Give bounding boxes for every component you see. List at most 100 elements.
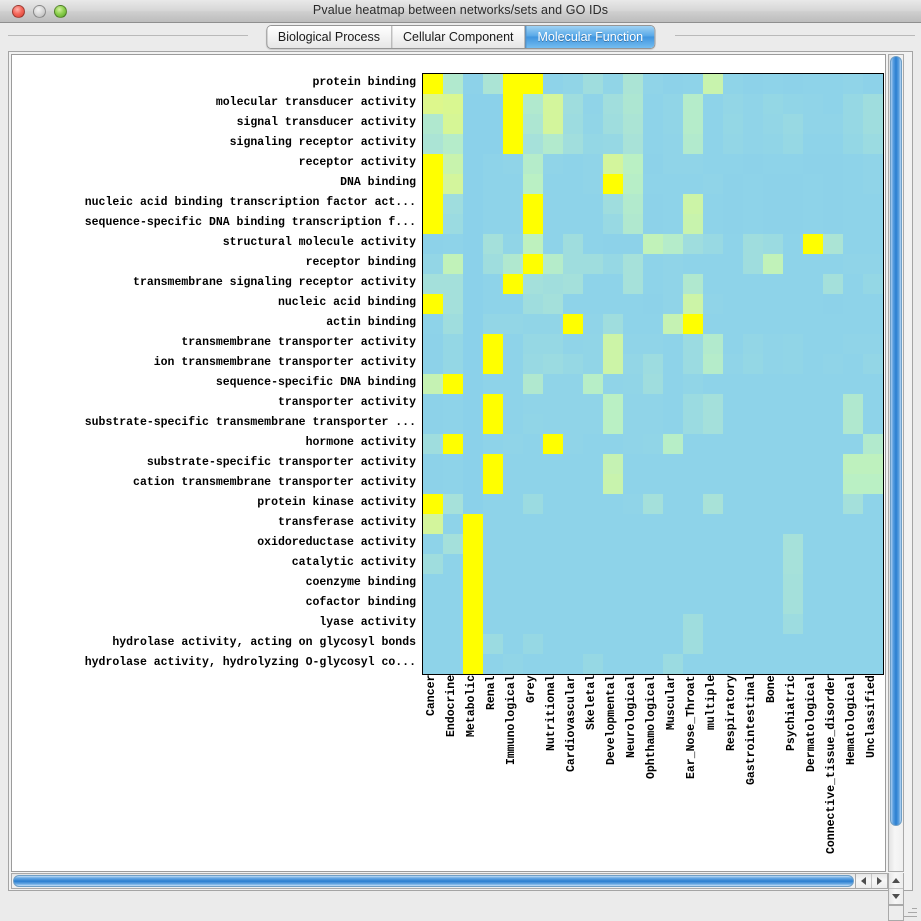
heatmap-cell[interactable] (423, 554, 443, 574)
heatmap-cell[interactable] (483, 394, 503, 414)
heatmap-cell[interactable] (423, 614, 443, 634)
heatmap-cell[interactable] (823, 594, 843, 614)
heatmap-cell[interactable] (643, 294, 663, 314)
heatmap-cell[interactable] (783, 534, 803, 554)
heatmap-cell[interactable] (703, 314, 723, 334)
heatmap-cell[interactable] (463, 574, 483, 594)
heatmap-cell[interactable] (703, 274, 723, 294)
heatmap-cell[interactable] (643, 654, 663, 674)
heatmap-cell[interactable] (563, 234, 583, 254)
heatmap-cell[interactable] (843, 274, 863, 294)
heatmap-cell[interactable] (443, 574, 463, 594)
heatmap-cell[interactable] (663, 574, 683, 594)
heatmap-cell[interactable] (683, 414, 703, 434)
heatmap-cell[interactable] (443, 174, 463, 194)
heatmap-cell[interactable] (703, 654, 723, 674)
heatmap-cell[interactable] (463, 74, 483, 94)
heatmap-cell[interactable] (843, 134, 863, 154)
window-resize-grip[interactable] (903, 903, 917, 917)
heatmap-cell[interactable] (423, 314, 443, 334)
heatmap-cell[interactable] (803, 474, 823, 494)
heatmap-cell[interactable] (723, 314, 743, 334)
heatmap-cell[interactable] (823, 394, 843, 414)
heatmap-cell[interactable] (803, 74, 823, 94)
heatmap-cell[interactable] (483, 574, 503, 594)
heatmap-cell[interactable] (523, 594, 543, 614)
heatmap-cell[interactable] (683, 214, 703, 234)
heatmap-cell[interactable] (523, 194, 543, 214)
heatmap-cell[interactable] (603, 354, 623, 374)
heatmap-cell[interactable] (743, 434, 763, 454)
heatmap-cell[interactable] (843, 114, 863, 134)
heatmap-cell[interactable] (683, 534, 703, 554)
heatmap-cell[interactable] (543, 374, 563, 394)
heatmap-cell[interactable] (863, 114, 883, 134)
heatmap-cell[interactable] (603, 214, 623, 234)
heatmap-cell[interactable] (823, 94, 843, 114)
heatmap-cell[interactable] (603, 514, 623, 534)
heatmap-cell[interactable] (863, 434, 883, 454)
heatmap-cell[interactable] (643, 574, 663, 594)
heatmap-cell[interactable] (743, 634, 763, 654)
heatmap-cell[interactable] (523, 614, 543, 634)
heatmap-cell[interactable] (603, 314, 623, 334)
heatmap-cell[interactable] (763, 574, 783, 594)
heatmap-cell[interactable] (803, 134, 823, 154)
scroll-left-icon[interactable] (856, 874, 871, 888)
heatmap-cell[interactable] (863, 234, 883, 254)
heatmap-cell[interactable] (603, 594, 623, 614)
heatmap-cell[interactable] (623, 614, 643, 634)
horizontal-scrollbar[interactable] (11, 873, 856, 889)
heatmap-cell[interactable] (663, 94, 683, 114)
heatmap-cell[interactable] (823, 194, 843, 214)
heatmap-cell[interactable] (663, 254, 683, 274)
heatmap-cell[interactable] (803, 94, 823, 114)
heatmap-cell[interactable] (463, 634, 483, 654)
heatmap-cell[interactable] (843, 254, 863, 274)
heatmap-cell[interactable] (483, 294, 503, 314)
heatmap-cell[interactable] (663, 454, 683, 474)
heatmap-cell[interactable] (783, 194, 803, 214)
heatmap-cell[interactable] (763, 314, 783, 334)
scroll-right-icon[interactable] (871, 874, 887, 888)
heatmap-cell[interactable] (643, 554, 663, 574)
heatmap-cell[interactable] (483, 234, 503, 254)
heatmap-cell[interactable] (503, 174, 523, 194)
heatmap-cell[interactable] (683, 294, 703, 314)
scroll-down-icon[interactable] (889, 888, 903, 904)
heatmap-cell[interactable] (623, 454, 643, 474)
heatmap-cell[interactable] (863, 414, 883, 434)
heatmap-cell[interactable] (423, 334, 443, 354)
heatmap-cell[interactable] (543, 554, 563, 574)
heatmap-cell[interactable] (583, 234, 603, 254)
heatmap-cell[interactable] (743, 594, 763, 614)
heatmap-cell[interactable] (683, 174, 703, 194)
heatmap-cell[interactable] (763, 534, 783, 554)
heatmap-cell[interactable] (543, 454, 563, 474)
heatmap-cell[interactable] (603, 294, 623, 314)
heatmap-cell[interactable] (843, 194, 863, 214)
horizontal-scrollbar-thumb[interactable] (13, 875, 854, 887)
heatmap-cell[interactable] (763, 94, 783, 114)
heatmap-cell[interactable] (783, 354, 803, 374)
heatmap-cell[interactable] (643, 434, 663, 454)
heatmap-cell[interactable] (823, 294, 843, 314)
heatmap-cell[interactable] (623, 374, 643, 394)
heatmap-cell[interactable] (623, 134, 643, 154)
heatmap-cell[interactable] (443, 154, 463, 174)
heatmap-cell[interactable] (443, 314, 463, 334)
heatmap-cell[interactable] (423, 174, 443, 194)
heatmap-cell[interactable] (423, 134, 443, 154)
heatmap-cell[interactable] (443, 74, 463, 94)
heatmap-cell[interactable] (463, 614, 483, 634)
heatmap-cell[interactable] (763, 194, 783, 214)
heatmap-cell[interactable] (463, 374, 483, 394)
heatmap-cell[interactable] (703, 494, 723, 514)
heatmap-cell[interactable] (583, 314, 603, 334)
heatmap-cell[interactable] (723, 234, 743, 254)
heatmap-cell[interactable] (603, 474, 623, 494)
heatmap-cell[interactable] (683, 334, 703, 354)
heatmap-cell[interactable] (503, 254, 523, 274)
heatmap-cell[interactable] (563, 434, 583, 454)
heatmap-cell[interactable] (623, 634, 643, 654)
